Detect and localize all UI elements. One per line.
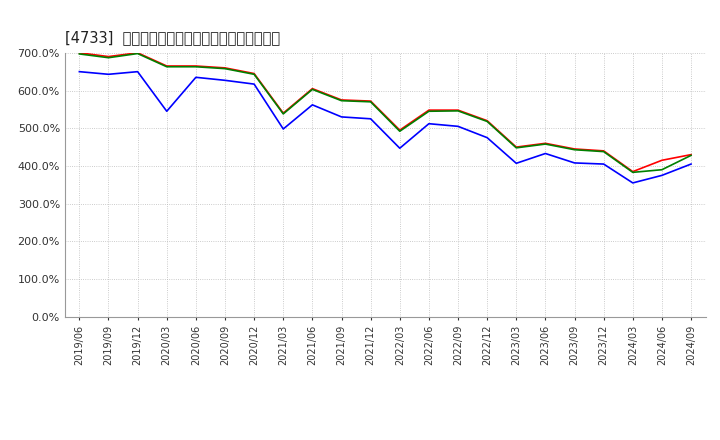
当座比率 [629, 170, 637, 175]
当座比率 [512, 145, 521, 150]
現預金比率 [133, 69, 142, 74]
当座比率 [395, 128, 404, 134]
現預金比率 [279, 126, 287, 132]
流動比率 [541, 141, 550, 146]
現預金比率 [104, 72, 113, 77]
現預金比率 [425, 121, 433, 126]
当座比率 [220, 66, 229, 71]
流動比率 [75, 50, 84, 55]
流動比率 [104, 54, 113, 59]
流動比率 [337, 97, 346, 103]
当座比率 [657, 167, 666, 172]
流動比率 [483, 118, 492, 123]
現預金比率 [541, 151, 550, 156]
流動比率 [425, 107, 433, 113]
流動比率 [279, 110, 287, 116]
当座比率 [133, 51, 142, 56]
当座比率 [308, 87, 317, 92]
現預金比率 [570, 160, 579, 165]
Text: [4733]  流動比率、当座比率、現預金比率の推移: [4733] 流動比率、当座比率、現預金比率の推移 [65, 29, 280, 45]
流動比率 [133, 50, 142, 55]
Line: 流動比率: 流動比率 [79, 53, 691, 172]
流動比率 [454, 107, 462, 113]
当座比率 [279, 111, 287, 117]
現預金比率 [337, 114, 346, 120]
当座比率 [541, 141, 550, 147]
流動比率 [570, 147, 579, 152]
流動比率 [220, 65, 229, 70]
当座比率 [337, 98, 346, 103]
当座比率 [104, 55, 113, 60]
当座比率 [75, 51, 84, 57]
現預金比率 [512, 161, 521, 166]
流動比率 [599, 148, 608, 154]
流動比率 [657, 158, 666, 163]
現預金比率 [687, 161, 696, 167]
当座比率 [163, 64, 171, 70]
流動比率 [512, 144, 521, 150]
流動比率 [395, 128, 404, 133]
当座比率 [687, 153, 696, 158]
当座比率 [250, 72, 258, 77]
当座比率 [483, 119, 492, 124]
当座比率 [599, 149, 608, 154]
Line: 現預金比率: 現預金比率 [79, 72, 691, 183]
流動比率 [629, 169, 637, 174]
流動比率 [687, 152, 696, 157]
現預金比率 [395, 146, 404, 151]
流動比率 [308, 86, 317, 91]
当座比率 [192, 64, 200, 70]
流動比率 [163, 63, 171, 69]
現預金比率 [192, 75, 200, 80]
現預金比率 [629, 180, 637, 186]
当座比率 [570, 147, 579, 152]
流動比率 [192, 63, 200, 69]
当座比率 [425, 109, 433, 114]
現預金比率 [454, 124, 462, 129]
現預金比率 [75, 69, 84, 74]
Line: 当座比率: 当座比率 [79, 54, 691, 172]
現預金比率 [250, 81, 258, 87]
流動比率 [250, 71, 258, 76]
現預金比率 [483, 135, 492, 140]
現預金比率 [220, 78, 229, 83]
当座比率 [366, 99, 375, 104]
現預金比率 [599, 161, 608, 167]
現預金比率 [657, 173, 666, 178]
現預金比率 [366, 116, 375, 121]
現預金比率 [308, 102, 317, 107]
当座比率 [454, 108, 462, 114]
現預金比率 [163, 109, 171, 114]
流動比率 [366, 99, 375, 104]
